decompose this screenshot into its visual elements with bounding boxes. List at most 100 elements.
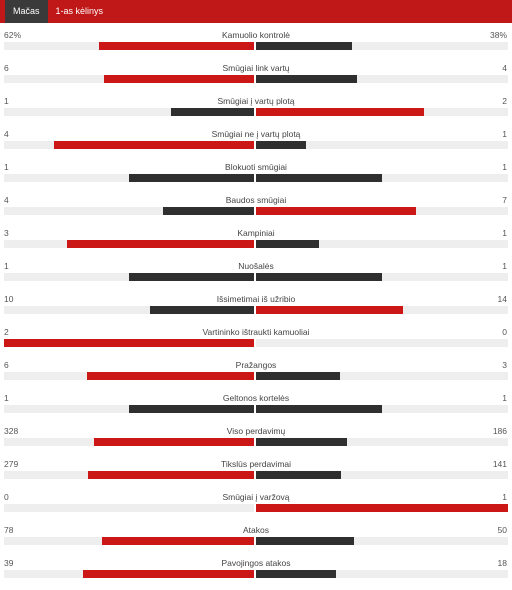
away-bar [256,207,417,215]
stat-row: 1 Geltonos kortelės 1 [0,390,512,423]
match-stats-list: 62% Kamuolio kontrolė 38% 6 Smūgiai link var… [0,27,512,588]
stat-label: Smūgiai į varžovą [222,492,290,502]
stat-label: Kampiniai [237,228,275,238]
home-bar [82,570,254,578]
home-bar-track [4,108,254,116]
home-bar [104,75,254,83]
away-bar [256,471,341,479]
stat-label: Kamuolio kontrolė [221,30,291,40]
stat-label: Baudos smūgiai [225,195,287,205]
stat-row: 328 Viso perdavimų 186 [0,423,512,456]
home-bar-track [4,306,254,314]
away-value: 1 [502,129,507,139]
stat-label: Smūgiai ne į vartų plotą [211,129,301,139]
stat-label: Smūgiai link vartų [222,63,290,73]
home-bar [87,372,254,380]
home-bar [87,471,254,479]
home-value: 6 [4,360,9,370]
stat-label: Išsimetimai iš užribio [216,294,296,304]
away-bar [256,570,336,578]
away-value: 3 [502,360,507,370]
away-value: 1 [502,228,507,238]
home-bar [54,141,254,149]
stat-row: 10 Išsimetimai iš užribio 14 [0,291,512,324]
stat-row: 0 Smūgiai į varžovą 1 [0,489,512,522]
stat-label: Blokuoti smūgiai [225,162,287,172]
away-value: 7 [502,195,507,205]
away-bar-track [256,108,508,116]
home-bar-track [4,75,254,83]
home-bar-track [4,372,254,380]
away-bar [256,273,382,281]
home-value: 4 [4,195,9,205]
stat-label: Tikslūs perdavimai [220,459,292,469]
home-value: 39 [4,558,14,568]
stat-label: Geltonos kortelės [222,393,290,403]
stat-row: 1 Blokuoti smūgiai 1 [0,159,512,192]
away-bar-track [256,438,508,446]
home-bar-track [4,273,254,281]
stat-row: 6 Pražangos 3 [0,357,512,390]
away-value: 1 [502,393,507,403]
home-bar [4,339,254,347]
away-bar-track [256,75,508,83]
tab-first-half[interactable]: 1-as kėlinys [55,6,104,16]
home-bar [170,108,254,116]
home-value: 1 [4,96,9,106]
stat-row: 78 Atakos 50 [0,522,512,555]
stat-row: 39 Pavojingos atakos 18 [0,555,512,588]
away-bar-track [256,471,508,479]
home-value: 3 [4,228,9,238]
stat-row: 279 Tikslūs perdavimai 141 [0,456,512,489]
away-bar-track [256,42,508,50]
home-bar [66,240,254,248]
away-bar-track [256,240,508,248]
stat-row: 6 Smūgiai link vartų 4 [0,60,512,93]
home-bar-track [4,570,254,578]
home-value: 62% [4,30,22,40]
away-bar [256,174,382,182]
home-bar [94,438,254,446]
away-bar-track [256,306,508,314]
stat-row: 62% Kamuolio kontrolė 38% [0,27,512,60]
home-bar [129,273,254,281]
away-value: 0 [502,327,507,337]
home-value: 1 [4,393,9,403]
home-bar [149,306,254,314]
home-bar-track [4,405,254,413]
home-value: 279 [4,459,19,469]
away-value: 2 [502,96,507,106]
stat-row: 1 Nuošalės 1 [0,258,512,291]
home-value: 1 [4,261,9,271]
home-bar-track [4,240,254,248]
home-value: 0 [4,492,9,502]
away-bar-track [256,207,508,215]
away-value: 141 [492,459,507,469]
away-bar [256,42,352,50]
away-value: 38% [489,30,507,40]
away-bar [256,75,357,83]
away-bar-track [256,570,508,578]
stat-row: 4 Baudos smūgiai 7 [0,192,512,225]
stat-row: 3 Kampiniai 1 [0,225,512,258]
away-value: 1 [502,492,507,502]
home-bar-track [4,174,254,182]
home-bar-track [4,537,254,545]
away-bar [256,108,424,116]
away-bar [256,504,508,512]
stat-label: Viso perdavimų [226,426,286,436]
home-value: 78 [4,525,14,535]
home-bar [129,174,254,182]
home-bar-track [4,438,254,446]
stat-label: Pražangos [235,360,277,370]
away-bar-track [256,174,508,182]
stat-label: Smūgiai į vartų plotą [217,96,295,106]
stat-row: 4 Smūgiai ne į vartų plotą 1 [0,126,512,159]
tab-match[interactable]: Mačas [5,0,48,23]
home-value: 2 [4,327,9,337]
away-value: 1 [502,162,507,172]
period-tabs: Mačas 1-as kėlinys [0,0,512,23]
home-bar [129,405,254,413]
home-bar-track [4,42,254,50]
home-value: 4 [4,129,9,139]
